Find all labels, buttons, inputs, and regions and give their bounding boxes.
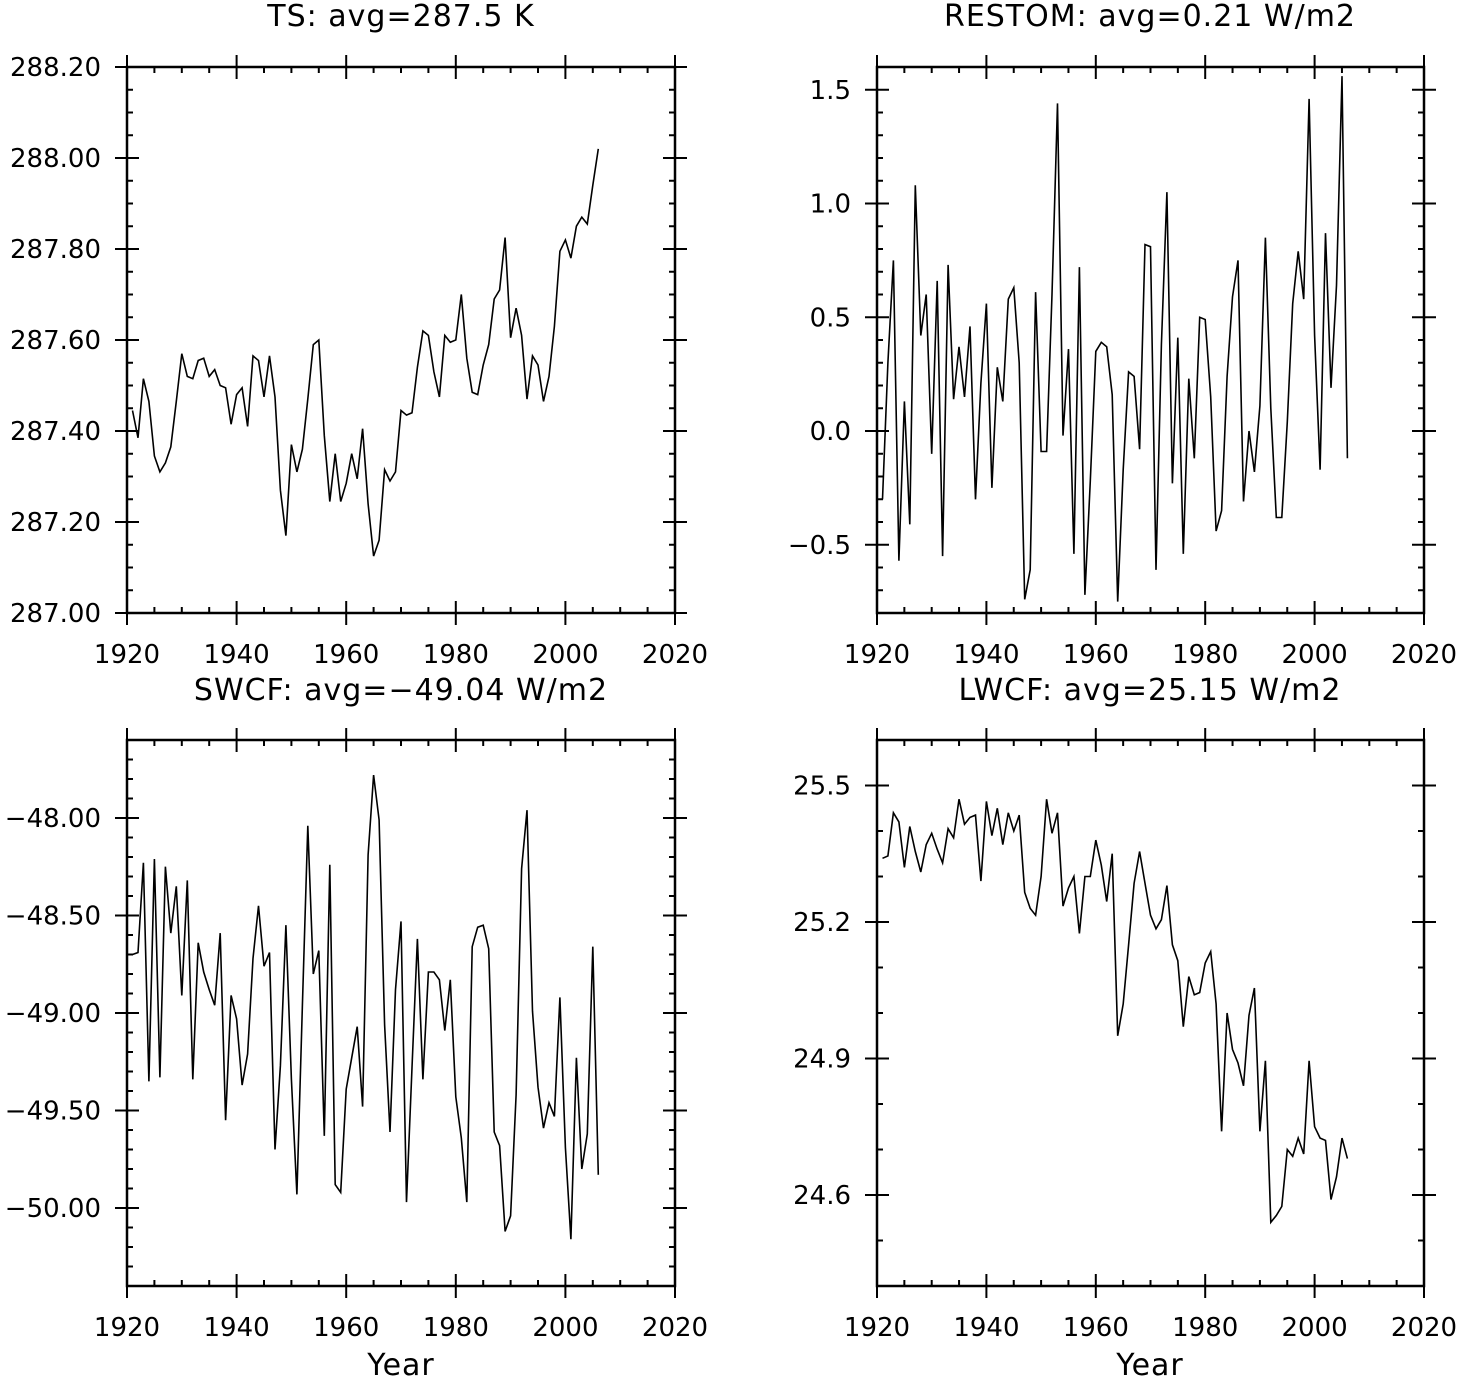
restom-x-tick-label: 1920: [844, 640, 910, 670]
swcf-x-tick-label: 2000: [532, 1313, 598, 1343]
swcf-y-tick-label: −48.50: [5, 902, 101, 932]
swcf-series-line: [132, 775, 600, 1240]
lwcf-x-tick-label: 1980: [1172, 1313, 1238, 1343]
swcf-y-tick-label: −49.50: [5, 1097, 101, 1127]
restom-panel: RESTOM: avg=0.21 W/m2 1920 1940 1960 1980 20…: [788, 0, 1457, 670]
restom-series-line: [881, 76, 1349, 602]
restom-x-tick-label: 2000: [1282, 640, 1348, 670]
ts-y-tick-label: 287.60: [10, 326, 101, 356]
ts-x-tick-label: 1960: [313, 640, 379, 670]
restom-y-tick-label: 1.0: [810, 190, 851, 220]
swcf-panel: SWCF: avg=−49.04 W/m2 Year 1920 1940 1960 1…: [5, 673, 708, 1383]
lwcf-x-axis-label: Year: [1115, 1348, 1184, 1383]
swcf-plot-frame: [125, 738, 677, 1288]
lwcf-x-tick-label: 1920: [844, 1313, 910, 1343]
lwcf-x-tick-label: 2000: [1282, 1313, 1348, 1343]
ts-y-tick-label: 287.40: [10, 417, 101, 447]
ts-y-tick-label: 287.80: [10, 235, 101, 265]
lwcf-y-tick-label: 24.6: [793, 1181, 851, 1211]
lwcf-series-line: [882, 799, 1349, 1225]
restom-x-tick-label: 2020: [1391, 640, 1457, 670]
ts-x-tick-label: 1920: [94, 640, 160, 670]
ts-y-tick-label: 287.20: [10, 508, 101, 538]
lwcf-y-tick-label: 25.2: [793, 908, 851, 938]
ts-plot-frame: [125, 65, 677, 615]
lwcf-y-tick-label: 24.9: [793, 1045, 851, 1075]
lwcf-plot-frame: [875, 738, 1426, 1288]
lwcf-x-tick-label: 2020: [1391, 1313, 1457, 1343]
restom-plot-frame: [875, 65, 1426, 615]
swcf-x-tick-label: 2020: [642, 1313, 708, 1343]
swcf-title: SWCF: avg=−49.04 W/m2: [194, 673, 608, 708]
lwcf-title: LWCF: avg=25.15 W/m2: [959, 673, 1342, 708]
swcf-x-tick-label: 1980: [423, 1313, 489, 1343]
restom-y-tick-label: 1.5: [810, 76, 851, 106]
restom-x-tick-label: 1980: [1172, 640, 1238, 670]
lwcf-panel: LWCF: avg=25.15 W/m2 Year 1920 1940 1960 19…: [793, 673, 1457, 1383]
restom-y-tick-label: 0.5: [810, 303, 851, 333]
ts-y-tick-label: 287.00: [10, 599, 101, 629]
lwcf-y-tick-label: 25.5: [793, 772, 851, 802]
ts-series-line: [131, 148, 600, 557]
ts-panel: TS: avg=287.5 K 1920 1940 1960 1980 2000 2020…: [10, 0, 708, 670]
ts-y-tick-label: 288.00: [10, 144, 101, 174]
ts-y-tick-label: 288.20: [10, 53, 101, 83]
swcf-y-tick-label: −48.00: [5, 804, 101, 834]
swcf-x-tick-label: 1920: [94, 1313, 160, 1343]
swcf-x-tick-label: 1940: [204, 1313, 270, 1343]
swcf-y-tick-label: −49.00: [5, 999, 101, 1029]
restom-title: RESTOM: avg=0.21 W/m2: [944, 0, 1356, 34]
ts-x-tick-label: 2020: [642, 640, 708, 670]
swcf-y-tick-label: −50.00: [5, 1194, 101, 1224]
lwcf-x-tick-label: 1940: [953, 1313, 1019, 1343]
ts-x-tick-label: 1980: [423, 640, 489, 670]
swcf-x-axis-label: Year: [366, 1348, 435, 1383]
ts-x-tick-label: 1940: [204, 640, 270, 670]
restom-y-tick-label: −0.5: [788, 531, 851, 561]
restom-x-tick-label: 1940: [953, 640, 1019, 670]
swcf-x-tick-label: 1960: [313, 1313, 379, 1343]
ts-title: TS: avg=287.5 K: [266, 0, 535, 34]
restom-x-tick-label: 1960: [1063, 640, 1129, 670]
ts-x-tick-label: 2000: [532, 640, 598, 670]
restom-y-tick-label: 0.0: [810, 417, 851, 447]
lwcf-x-tick-label: 1960: [1063, 1313, 1129, 1343]
